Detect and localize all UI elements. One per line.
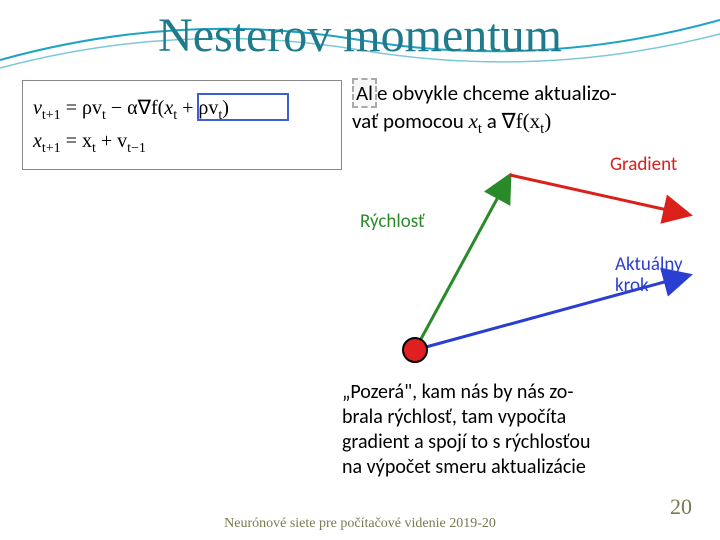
equation-highlight-box [197,93,289,121]
highlighted-fragment: Al [352,78,377,108]
cap-and: a [482,108,502,134]
velocity-label: Rýchlosť [360,210,425,233]
cap-top-rest1: e obvykle chceme aktualizo- [377,80,617,106]
cap-b-l2: brala rýchlosť, tam vypočíta [342,405,566,429]
eq2-x: x [33,130,42,152]
eq2-mid2: + v [96,130,127,152]
caption-top: Ale obvykle chceme aktualizo- vať pomoco… [352,78,702,139]
cap-b-l4: na výpočet smeru aktualizácie [342,455,586,479]
cap-top-l2a: vať pomocou [352,108,469,134]
cap-xt: x [469,109,478,133]
step-label: Aktuálny krok [615,255,683,297]
eq2-mid: = x [61,130,92,152]
step-label-l2: krok [615,274,649,297]
equations-box: vt+1 = ρvt − α∇f(xt + ρvt) xt+1 = xt + v… [22,80,342,170]
page-title: Nesterov momentum [0,8,720,63]
gradient-arrow [510,175,690,215]
eq1-mid: = ρv [61,97,102,119]
equation-2: xt+1 = xt + vt−1 [33,130,331,157]
gradient-label: Gradient [610,153,677,176]
eq2-sub1: t+1 [42,141,61,156]
cap-grad: ∇f(x [502,109,541,133]
vector-diagram: Gradient Rýchlosť Aktuálny krok [340,155,710,375]
eq2-sub3: t−1 [127,141,146,156]
start-dot [403,338,427,362]
velocity-arrow [415,175,510,350]
step-label-l1: Aktuálny [615,253,683,276]
eq1-v: v [33,97,42,119]
cap-b-l3: gradient a spojí to s rýchlosťou [342,430,590,454]
footer-text: Neurónové siete pre počítačové videnie 2… [0,516,720,532]
equation-1: vt+1 = ρvt − α∇f(xt + ρvt) [33,95,331,124]
caption-bottom: „Pozerá", kam nás by nás zo- brala rýchl… [342,380,702,480]
eq1-x: x [164,97,173,119]
eq1-mid2: − α∇f( [106,97,164,119]
eq1-sub1: t+1 [42,108,61,123]
cap-b-l1: „Pozerá", kam nás by nás zo- [342,380,573,404]
page-number: 20 [670,494,692,520]
cap-grad-close: ) [544,109,551,133]
